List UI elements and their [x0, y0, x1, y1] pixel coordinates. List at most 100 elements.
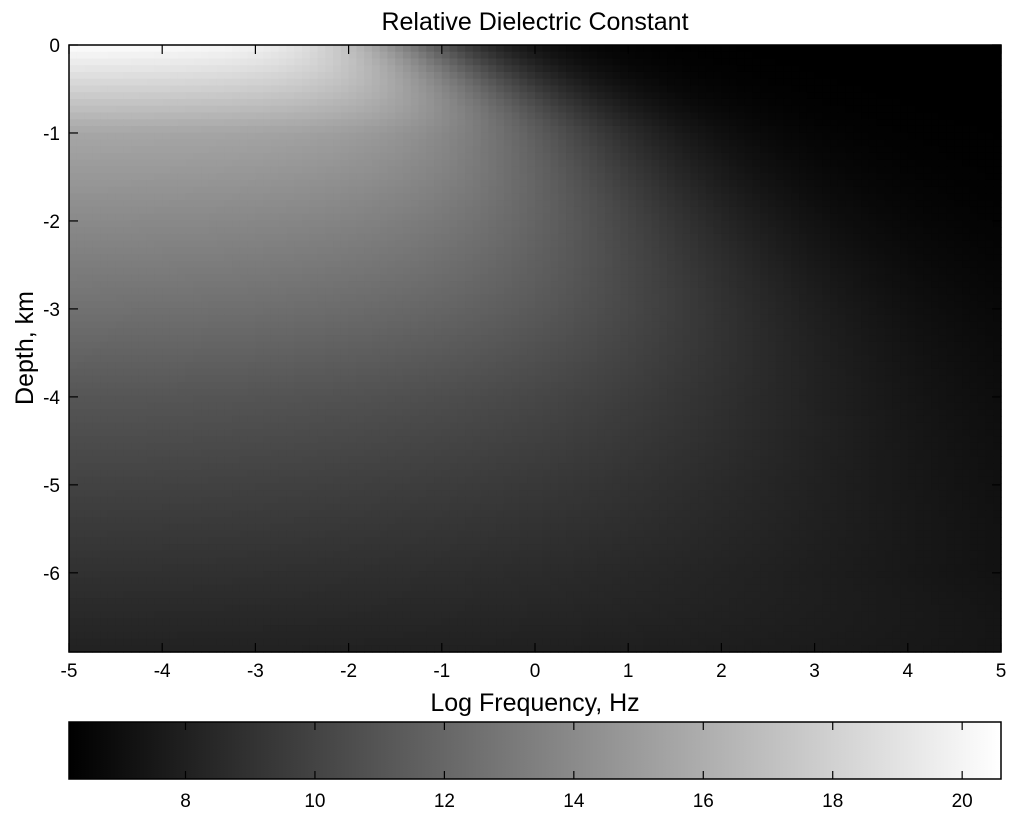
heatmap-cell — [643, 308, 653, 316]
heatmap-cell — [356, 220, 365, 228]
heatmap-cell — [465, 247, 474, 255]
heatmap-cell — [146, 260, 156, 269]
heatmap-cell — [822, 314, 831, 323]
heatmap-cell — [705, 58, 715, 66]
heatmap-cell — [333, 227, 342, 235]
heatmap-cell — [612, 125, 622, 134]
heatmap-cell — [659, 206, 668, 215]
heatmap-cell — [216, 179, 225, 188]
heatmap-cell — [278, 321, 288, 329]
heatmap-cell — [946, 119, 955, 127]
heatmap-cell — [146, 146, 156, 154]
heatmap-cell — [69, 112, 78, 120]
heatmap-cell — [76, 227, 86, 235]
heatmap-cell — [806, 294, 816, 302]
heatmap-cell — [542, 58, 552, 66]
heatmap-cell — [379, 159, 389, 167]
heatmap-cell — [597, 119, 606, 127]
heatmap-cell — [659, 85, 668, 93]
heatmap-cell — [806, 92, 816, 100]
heatmap-cell — [573, 112, 583, 120]
heatmap-cell — [488, 206, 497, 215]
heatmap-cell — [364, 51, 373, 60]
heatmap-cell — [309, 321, 319, 329]
heatmap-cell — [364, 213, 373, 221]
heatmap-cell — [892, 287, 901, 296]
heatmap-cell — [146, 85, 156, 93]
heatmap-cell — [162, 314, 171, 323]
heatmap-cell — [480, 301, 489, 309]
heatmap-cell — [224, 105, 233, 114]
heatmap-cell — [84, 139, 93, 147]
heatmap-cell — [705, 260, 715, 269]
heatmap-cell — [441, 314, 451, 323]
heatmap-cell — [169, 233, 179, 242]
heatmap-cell — [379, 105, 389, 114]
heatmap-cell — [496, 206, 505, 215]
heatmap-cell — [713, 314, 722, 323]
heatmap-cell — [659, 233, 668, 242]
heatmap-cell — [985, 294, 994, 302]
heatmap-cell — [698, 78, 707, 87]
heatmap-cell — [674, 45, 684, 53]
heatmap-cell — [845, 71, 855, 80]
heatmap-cell — [457, 301, 466, 309]
heatmap-cell — [69, 193, 78, 201]
heatmap-cell — [938, 267, 948, 275]
heatmap-cell — [837, 281, 847, 289]
heatmap-cell — [682, 200, 691, 208]
heatmap-cell — [760, 132, 769, 141]
heatmap-cell — [379, 233, 389, 242]
heatmap-cell — [643, 65, 653, 73]
heatmap-cell — [278, 227, 288, 235]
heatmap-cell — [115, 152, 124, 161]
heatmap-cell — [239, 294, 249, 302]
heatmap-cell — [426, 233, 435, 242]
heatmap-cell — [472, 287, 482, 296]
heatmap-cell — [527, 132, 536, 141]
heatmap-cell — [379, 45, 389, 53]
heatmap-cell — [566, 92, 575, 100]
heatmap-cell — [255, 173, 264, 181]
heatmap-cell — [993, 112, 1002, 120]
heatmap-cell — [426, 220, 435, 228]
heatmap-cell — [791, 254, 800, 262]
heatmap-cell — [721, 98, 730, 107]
heatmap-cell — [387, 200, 396, 208]
heatmap-cell — [775, 254, 785, 262]
heatmap-cell — [364, 281, 373, 289]
heatmap-cell — [845, 240, 855, 248]
heatmap-cell — [713, 65, 722, 73]
heatmap-cell — [208, 139, 218, 147]
heatmap-cell — [325, 206, 334, 215]
heatmap-cell — [138, 159, 148, 167]
heatmap-cell — [542, 173, 552, 181]
heatmap-cell — [317, 186, 326, 194]
heatmap-cell — [239, 267, 249, 275]
heatmap-cell — [100, 260, 109, 269]
heatmap-cell — [69, 186, 78, 194]
heatmap-cell — [426, 267, 435, 275]
heatmap-cell — [123, 254, 132, 262]
heatmap-cell — [729, 260, 738, 269]
heatmap-cell — [286, 51, 295, 60]
heatmap-cell — [465, 71, 474, 80]
heatmap-cell — [309, 92, 319, 100]
heatmap-cell — [371, 200, 381, 208]
heatmap-cell — [309, 179, 319, 188]
heatmap-cell — [907, 308, 917, 316]
heatmap-cell — [845, 227, 855, 235]
heatmap-cell — [402, 125, 412, 134]
heatmap-cell — [799, 281, 808, 289]
heatmap-cell — [496, 213, 505, 221]
heatmap-cell — [395, 254, 404, 262]
heatmap-cell — [232, 200, 241, 208]
heatmap-cell — [263, 65, 272, 73]
heatmap-cell — [954, 105, 963, 114]
heatmap-cell — [620, 193, 629, 201]
heatmap-cell — [418, 65, 427, 73]
heatmap-cell — [193, 281, 202, 289]
heatmap-cell — [239, 65, 249, 73]
heatmap-cell — [92, 301, 101, 309]
heatmap-cell — [100, 98, 109, 107]
